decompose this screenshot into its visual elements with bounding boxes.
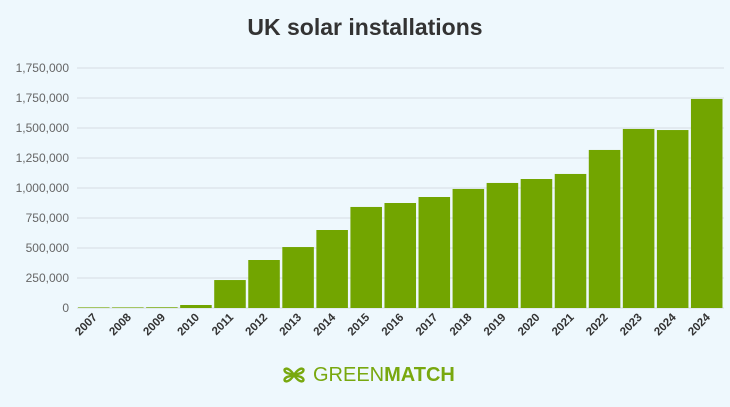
x-tick-label: 2019 [482,312,509,339]
bar-2010 [180,305,212,308]
bar-2015 [350,206,382,308]
bar-2011 [214,280,246,308]
bar-2008 [112,307,144,308]
bar-2024 [690,98,723,309]
bar-2019 [486,182,519,308]
y-tick-label: 1,750,000 [16,61,70,75]
x-tick-label: 2007 [73,312,100,339]
bar-2014 [316,230,348,308]
bar-2021 [554,173,587,308]
bar-2022 [588,149,621,308]
x-tick-label: 2013 [278,312,305,339]
bar-2016 [384,203,417,308]
y-tick-label: 1,750,000 [16,91,70,105]
logo-text-match: MATCH [384,363,455,386]
x-tick-label: 2021 [550,311,577,338]
bar-2023 [622,128,655,308]
x-tick-label: 2018 [448,311,475,338]
x-tick-label: 2015 [346,311,373,338]
y-tick-label: 750,000 [26,211,70,225]
y-tick-label: 250,000 [26,271,70,285]
bar-2017 [418,197,451,308]
x-tick-label: 2017 [414,312,441,339]
y-tick-label: 0 [62,301,69,315]
chart-title: UK solar installations [247,14,483,40]
y-tick-label: 1,000,000 [16,181,70,195]
greenmatch-logo: GREENMATCH [281,362,455,388]
x-tick-label: 2010 [175,312,202,339]
x-tick-label: 2008 [107,311,134,338]
bar-2009 [146,307,178,308]
x-tick-label: 2024 [686,311,713,338]
x-tick-label: 2023 [618,312,645,339]
x-tick-label: 2009 [141,312,168,339]
bar-2018 [452,188,485,308]
y-tick-label: 1,250,000 [16,151,70,165]
bar-2012 [248,260,280,308]
bar-2024 [656,130,689,308]
clover-icon [283,367,305,383]
x-tick-label: 2022 [584,312,611,339]
logo-text-green: GREEN [313,363,385,386]
x-tick-label: 2012 [244,312,271,339]
x-tick-label: 2011 [210,311,237,338]
bar-2020 [520,179,553,308]
x-tick-label: 2016 [380,312,407,339]
bar-2007 [78,307,110,308]
x-tick-label: 2024 [652,311,679,338]
x-tick-label: 2014 [312,311,339,338]
x-tick-label: 2020 [516,312,543,339]
bar-2013 [282,247,314,308]
y-tick-label: 500,000 [26,241,70,255]
y-tick-label: 1,500,000 [16,121,70,135]
